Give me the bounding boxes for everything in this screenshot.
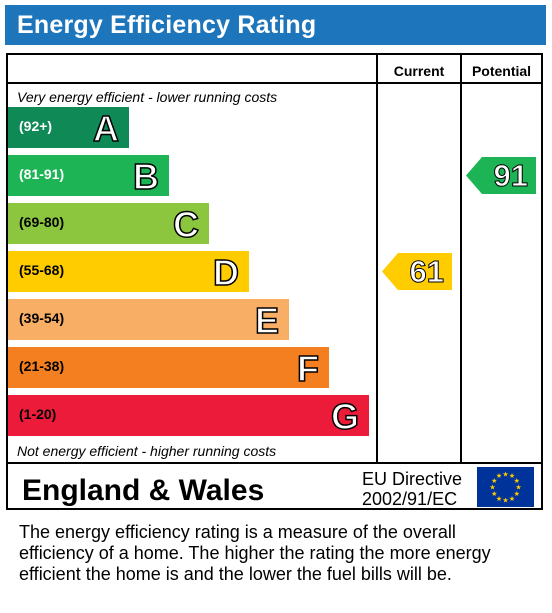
current-column-header: Current [393, 63, 445, 79]
band-range-label: (92+) [19, 118, 53, 134]
current-rating-value: 61 [409, 254, 444, 290]
band-letter: B [132, 155, 160, 198]
band-b: (81-91) B [8, 155, 169, 198]
band-range-label: (1-20) [19, 406, 57, 422]
band-letter: E [254, 299, 280, 342]
band-f: (21-38) F [8, 347, 329, 390]
eu-flag-icon: ★ ★ ★ ★ ★ ★ ★ ★ ★ ★ ★ ★ [477, 467, 534, 507]
potential-rating-arrow: 91 [466, 157, 536, 194]
region-label: England & Wales [22, 474, 265, 507]
band-g: (1-20) G [8, 395, 369, 438]
band-letter: C [172, 203, 200, 246]
eu-star-icon: ★ [514, 490, 520, 498]
page-title: Energy Efficiency Rating [17, 11, 317, 39]
eu-directive: EU Directive 2002/91/EC [362, 469, 462, 509]
header-row-divider [8, 82, 541, 84]
band-d: (55-68) D [8, 251, 249, 294]
header-bar: Energy Efficiency Rating [5, 5, 546, 45]
rating-table: Current Potential Very energy efficient … [6, 53, 543, 510]
directive-line-2: 2002/91/EC [362, 489, 458, 509]
description-line-2: efficiency of a home. The higher the rat… [19, 543, 491, 563]
band-a: (92+) A [8, 107, 129, 150]
eu-star-icon: ★ [491, 477, 497, 485]
potential-column-divider [460, 55, 462, 464]
band-letter: A [92, 107, 120, 150]
description: The energy efficiency rating is a measur… [19, 522, 539, 585]
band-c: (69-80) C [8, 203, 209, 246]
band-e: (39-54) E [8, 299, 289, 342]
eu-star-icon: ★ [502, 471, 508, 479]
band-range-label: (81-91) [19, 166, 65, 182]
band-letter: F [296, 347, 320, 390]
directive-line-1: EU Directive [362, 469, 463, 489]
eu-star-icon: ★ [514, 477, 520, 485]
potential-column-header: Potential [471, 63, 532, 79]
description-line-3: efficient the home is and the lower the … [19, 564, 452, 584]
potential-rating-value: 91 [493, 158, 528, 194]
eu-star-icon: ★ [515, 484, 521, 492]
eu-star-icon: ★ [509, 472, 515, 480]
bottom-note: Not energy efficient - higher running co… [17, 443, 277, 459]
eu-star-icon: ★ [496, 495, 502, 503]
eu-star-icon: ★ [509, 495, 515, 503]
eu-star-icon: ★ [496, 472, 502, 480]
top-note: Very energy efficient - lower running co… [17, 89, 278, 105]
band-letter: G [330, 395, 360, 438]
current-rating-arrow: 61 [382, 253, 452, 290]
eu-star-icon: ★ [489, 484, 495, 492]
band-range-label: (55-68) [19, 262, 65, 278]
band-letter: D [212, 251, 240, 294]
band-range-label: (39-54) [19, 310, 65, 326]
footer-divider [8, 462, 541, 464]
band-range-label: (69-80) [19, 214, 65, 230]
eu-star-icon: ★ [491, 490, 497, 498]
eu-star-icon: ★ [502, 497, 508, 505]
current-column-divider [376, 55, 378, 464]
description-line-1: The energy efficiency rating is a measur… [19, 522, 456, 542]
band-range-label: (21-38) [19, 358, 65, 374]
